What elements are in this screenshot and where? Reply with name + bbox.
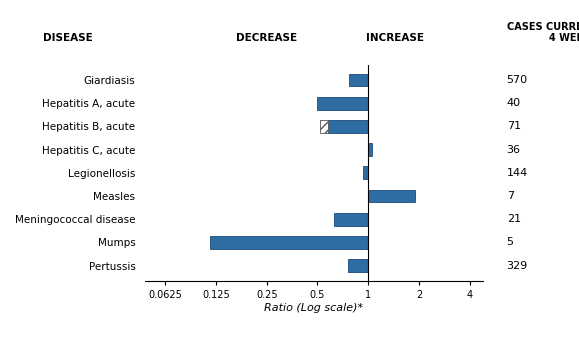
Text: 7: 7 — [507, 191, 514, 201]
Text: CASES CURRENT
4 WEEKS: CASES CURRENT 4 WEEKS — [507, 22, 579, 43]
Bar — [320, 120, 328, 133]
Text: 5: 5 — [507, 237, 514, 247]
Text: DECREASE: DECREASE — [236, 33, 297, 43]
Bar — [210, 236, 368, 249]
Bar — [349, 74, 368, 86]
Text: 329: 329 — [507, 261, 528, 271]
Bar — [363, 166, 368, 179]
Text: DISEASE: DISEASE — [43, 33, 93, 43]
Text: 144: 144 — [507, 168, 528, 178]
Text: 21: 21 — [507, 214, 521, 224]
Bar — [335, 213, 368, 226]
Bar — [328, 120, 368, 133]
Text: INCREASE: INCREASE — [366, 33, 424, 43]
Bar — [368, 190, 415, 202]
Bar — [348, 259, 368, 272]
Text: 36: 36 — [507, 145, 521, 155]
Text: 40: 40 — [507, 98, 521, 108]
X-axis label: Ratio (Log scale)*: Ratio (Log scale)* — [264, 303, 363, 313]
Text: 570: 570 — [507, 75, 527, 85]
Text: 71: 71 — [507, 121, 521, 131]
Bar — [368, 143, 372, 156]
Bar — [317, 97, 368, 110]
